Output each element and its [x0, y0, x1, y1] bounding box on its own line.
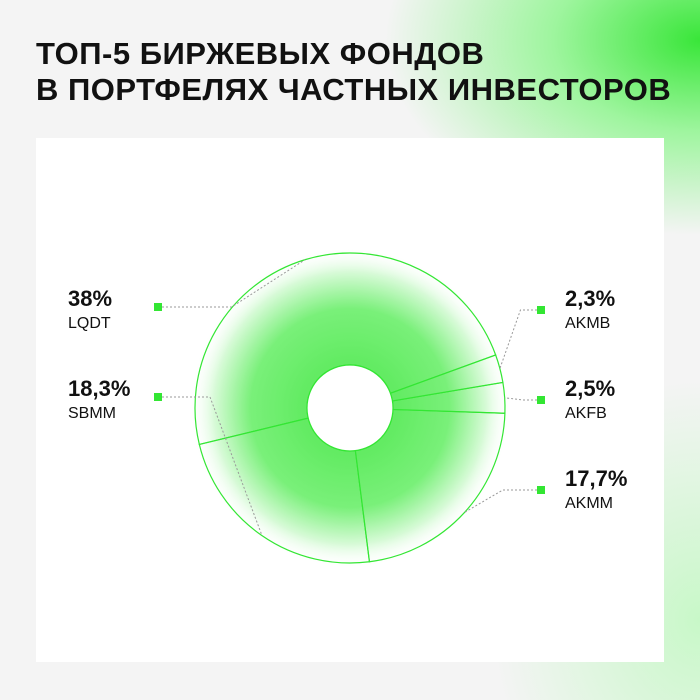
leader-line	[499, 309, 541, 369]
category-label: AKMB	[565, 315, 610, 332]
legend-marker	[537, 306, 545, 314]
title-line: ТОП-5 БИРЖЕВЫХ ФОНДОВ	[36, 36, 485, 71]
legend-marker	[154, 303, 162, 311]
category-label: AKFB	[565, 405, 607, 422]
leader-line	[158, 259, 306, 308]
title-line: В ПОРТФЕЛЯХ ЧАСТНЫХ ИНВЕСТОРОВ	[36, 72, 672, 107]
value-label: 17,7%	[565, 466, 627, 491]
value-label: 2,5%	[565, 376, 615, 401]
legend-marker	[537, 396, 545, 404]
value-label: 18,3%	[68, 376, 130, 401]
legend-marker	[537, 486, 545, 494]
leader-line	[464, 489, 541, 513]
leader-line	[504, 397, 541, 401]
category-label: SBMM	[68, 405, 116, 422]
leader-line	[158, 396, 263, 536]
category-label: AKMM	[565, 495, 613, 512]
legend-marker	[154, 393, 162, 401]
donut-hole	[306, 364, 394, 452]
value-label: 2,3%	[565, 286, 615, 311]
category-label: LQDT	[68, 315, 111, 332]
value-label: 38%	[68, 286, 112, 311]
